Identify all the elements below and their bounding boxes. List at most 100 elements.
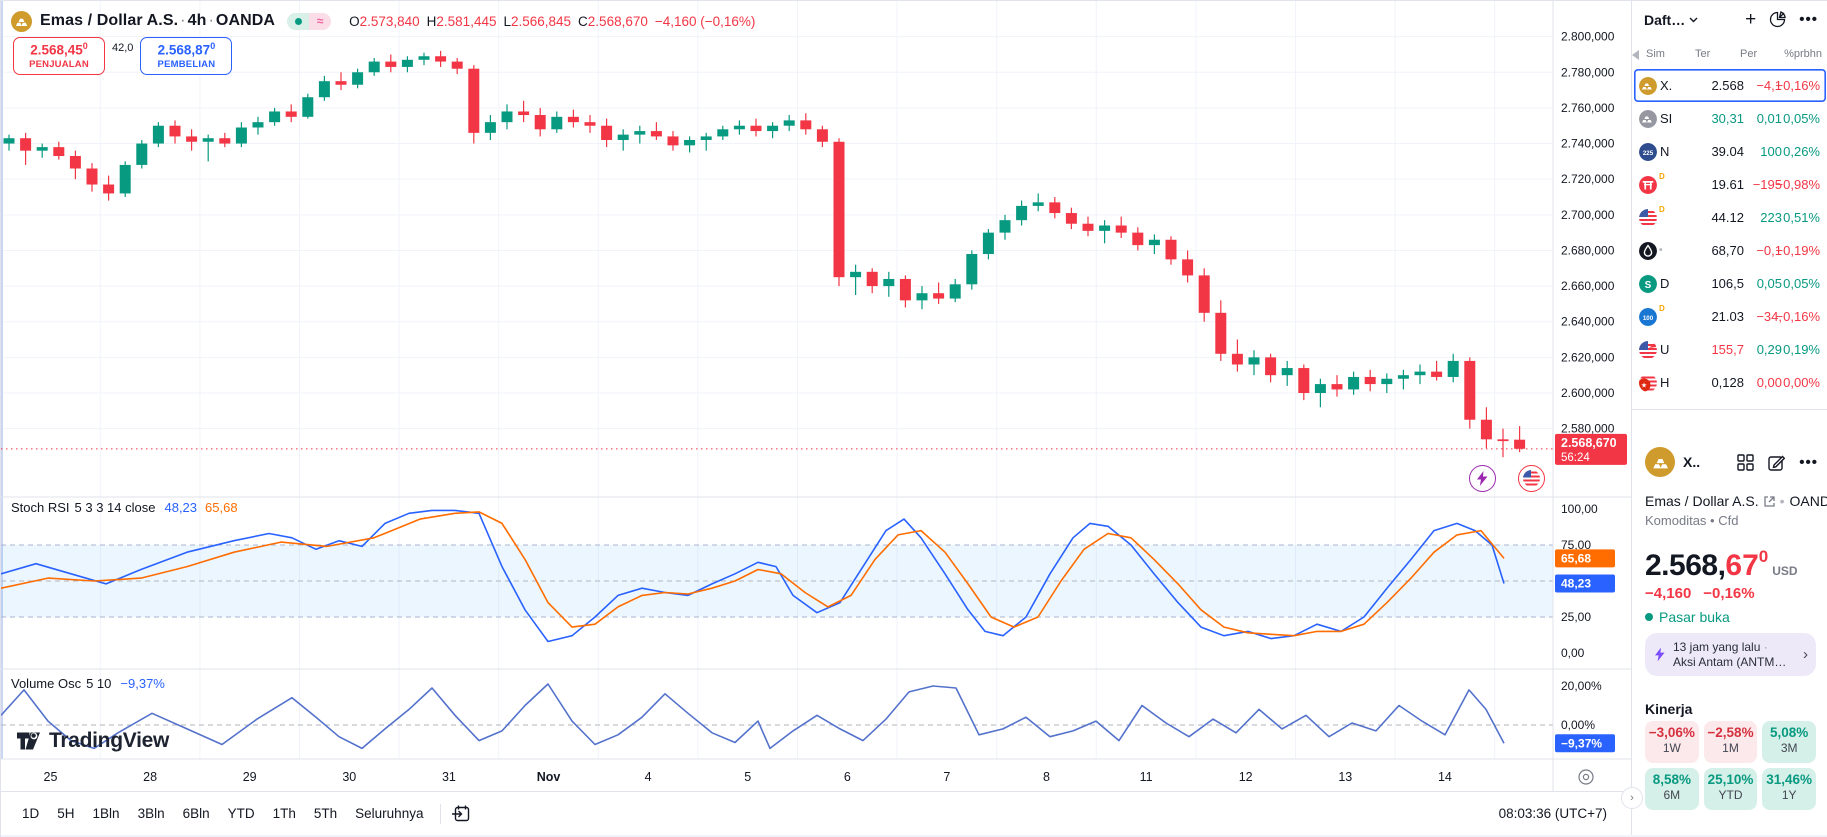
sell-button[interactable]: 2.568,450 PENJUALAN [13, 37, 105, 75]
watchlist-row[interactable]: 100 D 21.03 −34, −0,16% [1634, 300, 1826, 333]
news-pill[interactable]: 13 jam yang lalu · Aksi Antam (ANTM… › [1645, 633, 1816, 676]
candle [1464, 357, 1476, 429]
tradingview-logo[interactable]: TradingView [17, 729, 169, 753]
column-change-pct[interactable]: %prbhn [1784, 48, 1822, 60]
range-button-ytd[interactable]: YTD [227, 805, 255, 821]
range-button-1bln[interactable]: 1Bln [92, 805, 120, 821]
watchlist-row[interactable]: ★ H 0,128 0,00 0,00% [1634, 366, 1826, 399]
range-button-5th[interactable]: 5Th [313, 805, 338, 821]
range-button-1th[interactable]: 1Th [272, 805, 296, 821]
news-flash-icon [1655, 647, 1665, 662]
volume-tick-label: 20,00% [1561, 679, 1602, 693]
candle [1497, 428, 1509, 458]
column-last[interactable]: Ter [1695, 48, 1711, 60]
watchlist-row[interactable]: SI 30,31 0,01 0,05% [1634, 102, 1826, 135]
compose-note-icon[interactable] [1768, 454, 1786, 471]
derived-data-marker: D [1659, 172, 1665, 181]
row-symbol: X. [1660, 78, 1673, 93]
time-axis-label: 11 [1140, 770, 1153, 784]
range-button-3bln[interactable]: 3Bln [137, 805, 165, 821]
layout-grid-icon[interactable] [1737, 453, 1754, 471]
row-change-pct: 0,00% [1783, 375, 1820, 390]
watchlist-row[interactable]: S D 106,5 0,05 0,05% [1634, 267, 1826, 300]
candle [1514, 426, 1526, 453]
range-button-1d[interactable]: 1D [22, 805, 40, 821]
exchange-button[interactable]: OANDA [215, 12, 276, 29]
candle [634, 125, 646, 144]
candle [1381, 373, 1393, 393]
interval-button[interactable]: 4h [187, 12, 207, 29]
detail-more-button[interactable]: ••• [1799, 453, 1818, 471]
goto-date-icon[interactable] [451, 804, 471, 824]
candle [1132, 227, 1144, 251]
time-axis-label: 6 [844, 770, 851, 784]
svg-text:100: 100 [1643, 314, 1654, 321]
candle [1099, 220, 1111, 244]
row-change: 0,01 [1756, 111, 1782, 126]
svg-text:2.568,670: 2.568,670 [1561, 436, 1617, 450]
time-axis-label: 30 [342, 770, 356, 784]
candle [933, 282, 945, 304]
us-flag-icon[interactable] [1518, 465, 1545, 492]
collapse-arrow-icon[interactable] [1632, 50, 1639, 60]
watchlist-sidebar: › Daft… + ••• Sim Ter Per %prbhn X. 2.568… [1621, 1, 1827, 835]
volume-osc-legend[interactable]: Volume Osc 5 10 −9,37% [11, 676, 165, 691]
time-axis-label: 31 [442, 770, 456, 784]
symbol-title: Emas / Dollar A.S. · 4h · OANDA [40, 12, 276, 29]
candle [435, 50, 447, 67]
candle [567, 109, 579, 128]
sidebar-divider [1632, 409, 1827, 410]
external-link-icon[interactable] [1763, 495, 1775, 507]
add-symbol-button[interactable]: + [1745, 8, 1757, 30]
range-button-5h[interactable]: 5H [57, 805, 75, 821]
candle [750, 118, 762, 137]
stoch-value-badge: 48,23 [1555, 574, 1615, 593]
detail-symbol-button[interactable]: X.. [1645, 447, 1700, 477]
grid-lines [1, 1, 1553, 759]
candle [518, 100, 530, 123]
high-value: 2.581,445 [436, 13, 497, 29]
session-clock[interactable]: 08:03:36 (UTC+7) [1498, 806, 1607, 821]
watchlist-row[interactable]: X. 2.568 −4,1 −0,16% [1634, 69, 1826, 102]
timezone-gear-icon[interactable] [1578, 769, 1594, 785]
symbol-name-button[interactable]: Emas / Dollar A.S. [40, 12, 179, 29]
price-tick-label: 2.800,000 [1561, 30, 1615, 44]
column-change[interactable]: Per [1740, 48, 1758, 60]
watchlist-row[interactable]: D 19.61 −195 −0,98% [1634, 168, 1826, 201]
range-button-6bln[interactable]: 6Bln [182, 805, 210, 821]
time-axis-label: 5 [744, 770, 751, 784]
delayed-data-icon: ≈ [309, 12, 332, 30]
row-last-price: 106,5 [1711, 276, 1744, 291]
sector-chart-icon[interactable] [1769, 11, 1787, 28]
market-open-dot-icon [1645, 613, 1653, 621]
candle [468, 65, 480, 144]
row-change: −34, [1756, 309, 1782, 324]
watchlist-title-dropdown[interactable]: Daft… [1644, 12, 1698, 28]
detail-title-text[interactable]: Emas / Dollar A.S. [1645, 493, 1759, 509]
news-headline: Aksi Antam (ANTM… [1673, 654, 1787, 669]
watchlist-row[interactable]: D 44.12 223 0,51% [1634, 201, 1826, 234]
row-change-pct: −0,16% [1775, 309, 1820, 324]
candle [982, 229, 994, 260]
candle [169, 120, 181, 144]
watchlist-more-button[interactable]: ••• [1799, 11, 1818, 28]
candle [501, 104, 513, 130]
watchlist-row[interactable]: 225 N 39.04 100 0,26% [1634, 135, 1826, 168]
candle [767, 122, 779, 139]
watchlist-row[interactable]: U 155,7 0,29 0,19% [1634, 333, 1826, 366]
column-symbol[interactable]: Sim [1646, 48, 1665, 60]
candle [866, 268, 878, 294]
instant-trading-icon[interactable] [1469, 465, 1496, 492]
sidebar-collapse-button[interactable]: › [1621, 787, 1643, 809]
candle [1298, 364, 1310, 401]
watchlist-row[interactable]: • 68,70 −0,1 −0,19% [1634, 234, 1826, 267]
buy-button[interactable]: 2.568,870 PEMBELIAN [140, 37, 233, 75]
performance-cell-1w: −3,06% 1W [1645, 721, 1699, 763]
stoch-rsi-legend[interactable]: Stoch RSI 5 3 3 14 close 48,23 65,68 [11, 500, 238, 515]
candle [152, 122, 164, 148]
price-chart-svg[interactable]: 2.800,000 2.780,000 2.760,000 2.740,000 2.72… [1, 1, 1631, 791]
candle [1431, 360, 1443, 381]
range-button-seluruhnya[interactable]: Seluruhnya [355, 805, 424, 821]
market-status-chip[interactable]: ≈ [287, 12, 332, 30]
candle [352, 68, 364, 89]
